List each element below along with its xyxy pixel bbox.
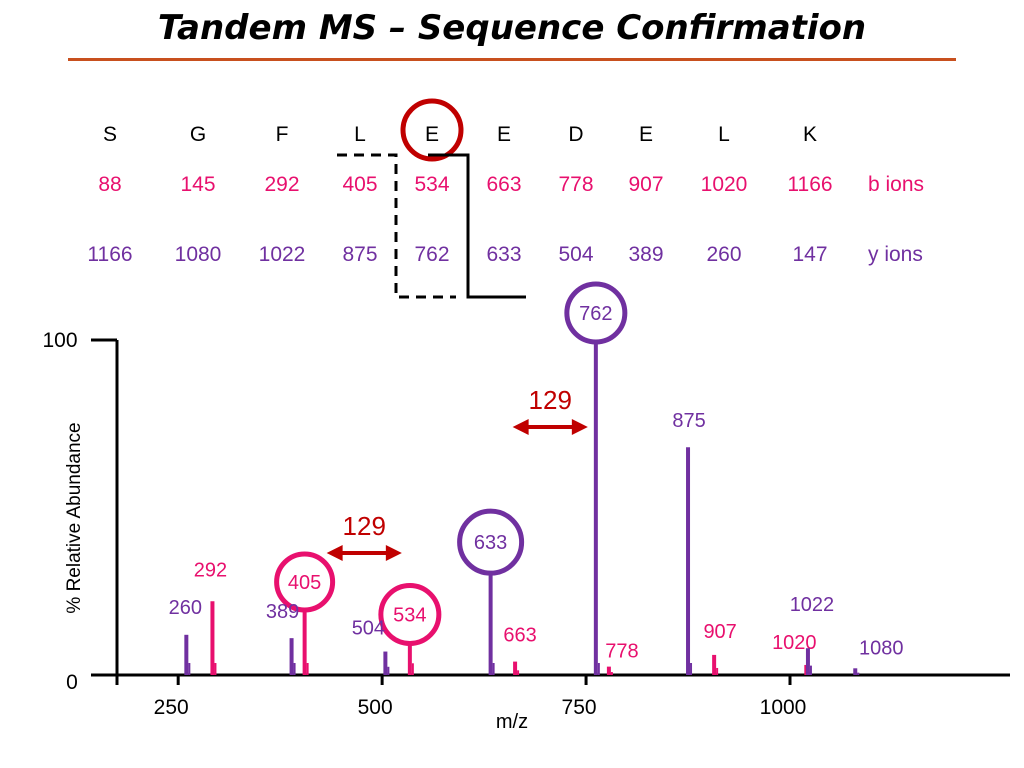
delta-arrow-head-left [512, 419, 529, 435]
b-ion-value: 1020 [701, 173, 748, 196]
y-ion-value: 389 [628, 243, 663, 266]
b-ion-value: 88 [98, 173, 121, 196]
peak-label: 260 [169, 597, 202, 619]
y-ion-value: 633 [486, 243, 521, 266]
delta-arrow-head-left [326, 545, 343, 561]
delta-mass-label: 129 [343, 511, 386, 541]
sequence-residue: L [718, 123, 730, 146]
peak-highlight-ring [564, 281, 628, 345]
peak-label: 292 [194, 559, 227, 581]
cleavage-bracket-dashed [337, 153, 456, 299]
y-ion-value: 1080 [175, 243, 222, 266]
peak-label: 1020 [772, 632, 817, 654]
b-ion-value: 292 [264, 173, 299, 196]
sequence-residue: D [568, 123, 583, 146]
peak-highlight-ring [378, 583, 442, 646]
b-ion-value: 663 [486, 173, 521, 196]
peak-highlight-ring [457, 508, 525, 576]
delta-mass-label: 129 [529, 385, 572, 415]
sequence-residue: S [103, 123, 117, 146]
peak-label: 778 [605, 641, 638, 663]
y-ion-value: 1166 [87, 243, 132, 266]
peak-label: 389 [266, 601, 299, 623]
slide-title: Tandem MS – Sequence Confirmation [157, 8, 867, 48]
y-ions-label: y ions [868, 243, 923, 266]
b-ion-value: 405 [342, 173, 377, 196]
b-ion-value: 1166 [787, 173, 832, 196]
b-ion-value: 534 [414, 173, 449, 196]
sequence-residue: K [803, 123, 817, 146]
peak-label: 907 [703, 621, 736, 643]
peak-label: 1022 [790, 594, 835, 616]
x-tick-label: 500 [358, 696, 393, 719]
circled-residue-ring [400, 98, 464, 162]
sequence-residue: E [497, 123, 511, 146]
peak-label: 633 [474, 532, 507, 554]
sequence-residue: F [276, 123, 289, 146]
b-ions-label: b ions [868, 173, 924, 196]
cleavage-bracket-solid [428, 153, 526, 299]
y-tick-label-100: 100 [42, 329, 77, 352]
sequence-residue: E [639, 123, 653, 146]
peak-label: 1080 [859, 637, 904, 659]
b-ion-value: 907 [628, 173, 663, 196]
y-ion-value: 260 [706, 243, 741, 266]
y-ion-value: 504 [558, 243, 593, 266]
y-ion-value: 147 [792, 243, 827, 266]
y-ion-value: 762 [414, 243, 449, 266]
peak-highlight-ring [274, 551, 336, 613]
peak-label: 663 [503, 625, 536, 647]
x-tick-label: 1000 [760, 696, 807, 719]
x-tick-label: 250 [154, 696, 189, 719]
sequence-table: S G F L E E D E L K 88 145 292 405 534 663 778 907 1020 116… [87, 98, 924, 299]
peak-label: 762 [579, 303, 612, 325]
peak-label: 534 [393, 605, 426, 627]
peak-label: 875 [672, 410, 705, 432]
y-axis-label: % Relative Abundance [64, 422, 85, 613]
title-underline [68, 58, 956, 61]
sequence-residue: G [190, 123, 206, 146]
y-ion-value: 875 [342, 243, 377, 266]
y-tick-label-0: 0 [66, 671, 78, 694]
x-axis-label: m/z [496, 711, 528, 733]
x-tick-label: 750 [562, 696, 597, 719]
b-ion-value: 145 [180, 173, 215, 196]
sequence-residue: E [425, 123, 439, 146]
delta-arrow-head-right [571, 419, 588, 435]
b-ion-value: 778 [558, 173, 593, 196]
y-ion-value: 1022 [259, 243, 306, 266]
peak-label: 504 [352, 618, 385, 640]
sequence-residue: L [354, 123, 366, 146]
peak-label: 405 [288, 572, 321, 594]
delta-arrow-head-right [385, 545, 402, 561]
